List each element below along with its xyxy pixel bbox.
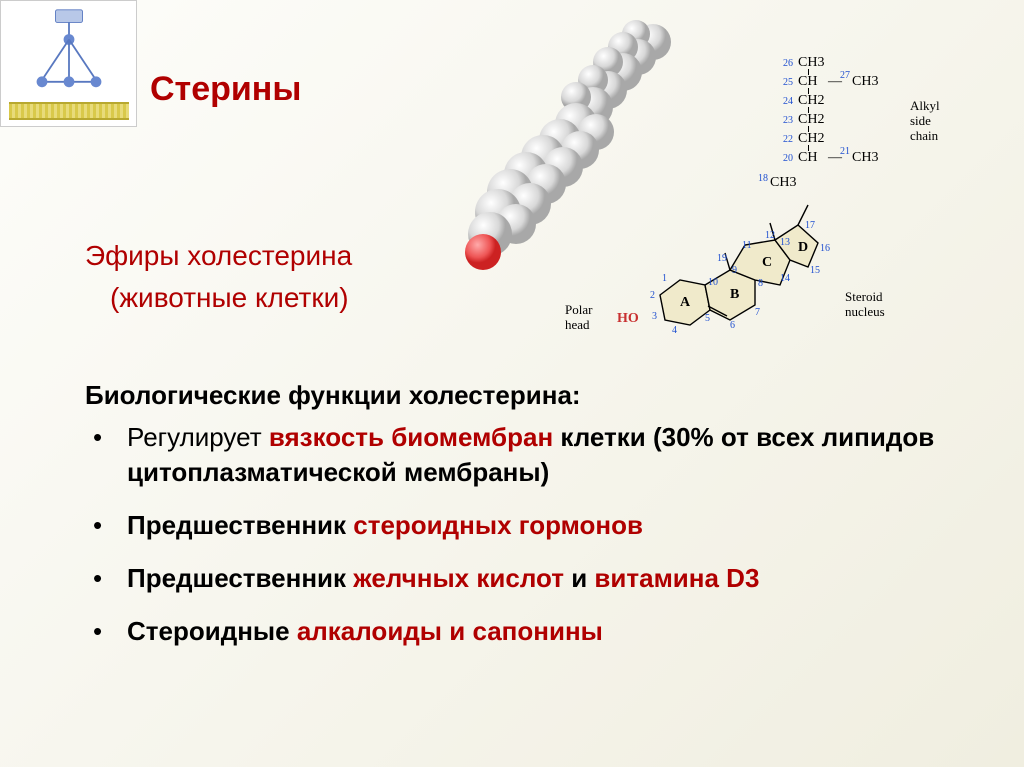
list-item: Предшественник стероидных гормонов [85, 508, 965, 543]
list-item: Предшественник желчных кислот и витамина… [85, 561, 965, 596]
steroid-rings-icon [630, 185, 890, 355]
bullet-list: Регулирует вязкость биомембран клетки (3… [85, 420, 965, 667]
list-item: Стероидные алкалоиды и сапонины [85, 614, 965, 649]
membrane-bar [9, 102, 129, 120]
subtitle-line1: Эфиры холестерина [85, 240, 352, 271]
slide-title: Стерины [150, 70, 301, 109]
subtitle-line2: (животные клетки) [110, 277, 352, 319]
steroid-nucleus-label: Steroidnucleus [845, 290, 885, 320]
subtitle: Эфиры холестерина (животные клетки) [85, 235, 352, 319]
polar-head-label: Polarhead [565, 303, 592, 333]
functions-title: Биологические функции холестерина: [85, 380, 581, 411]
hydroxyl-label: HO [617, 311, 639, 327]
logo-box [0, 0, 137, 127]
chem-structure: 26 CH3 25 CH — 27 CH3 24 CH2 23 CH2 22 C… [720, 55, 1010, 365]
logo-icon [24, 8, 114, 98]
alkyl-label: Alkylsidechain [910, 99, 940, 144]
list-item: Регулирует вязкость биомембран клетки (3… [85, 420, 965, 490]
